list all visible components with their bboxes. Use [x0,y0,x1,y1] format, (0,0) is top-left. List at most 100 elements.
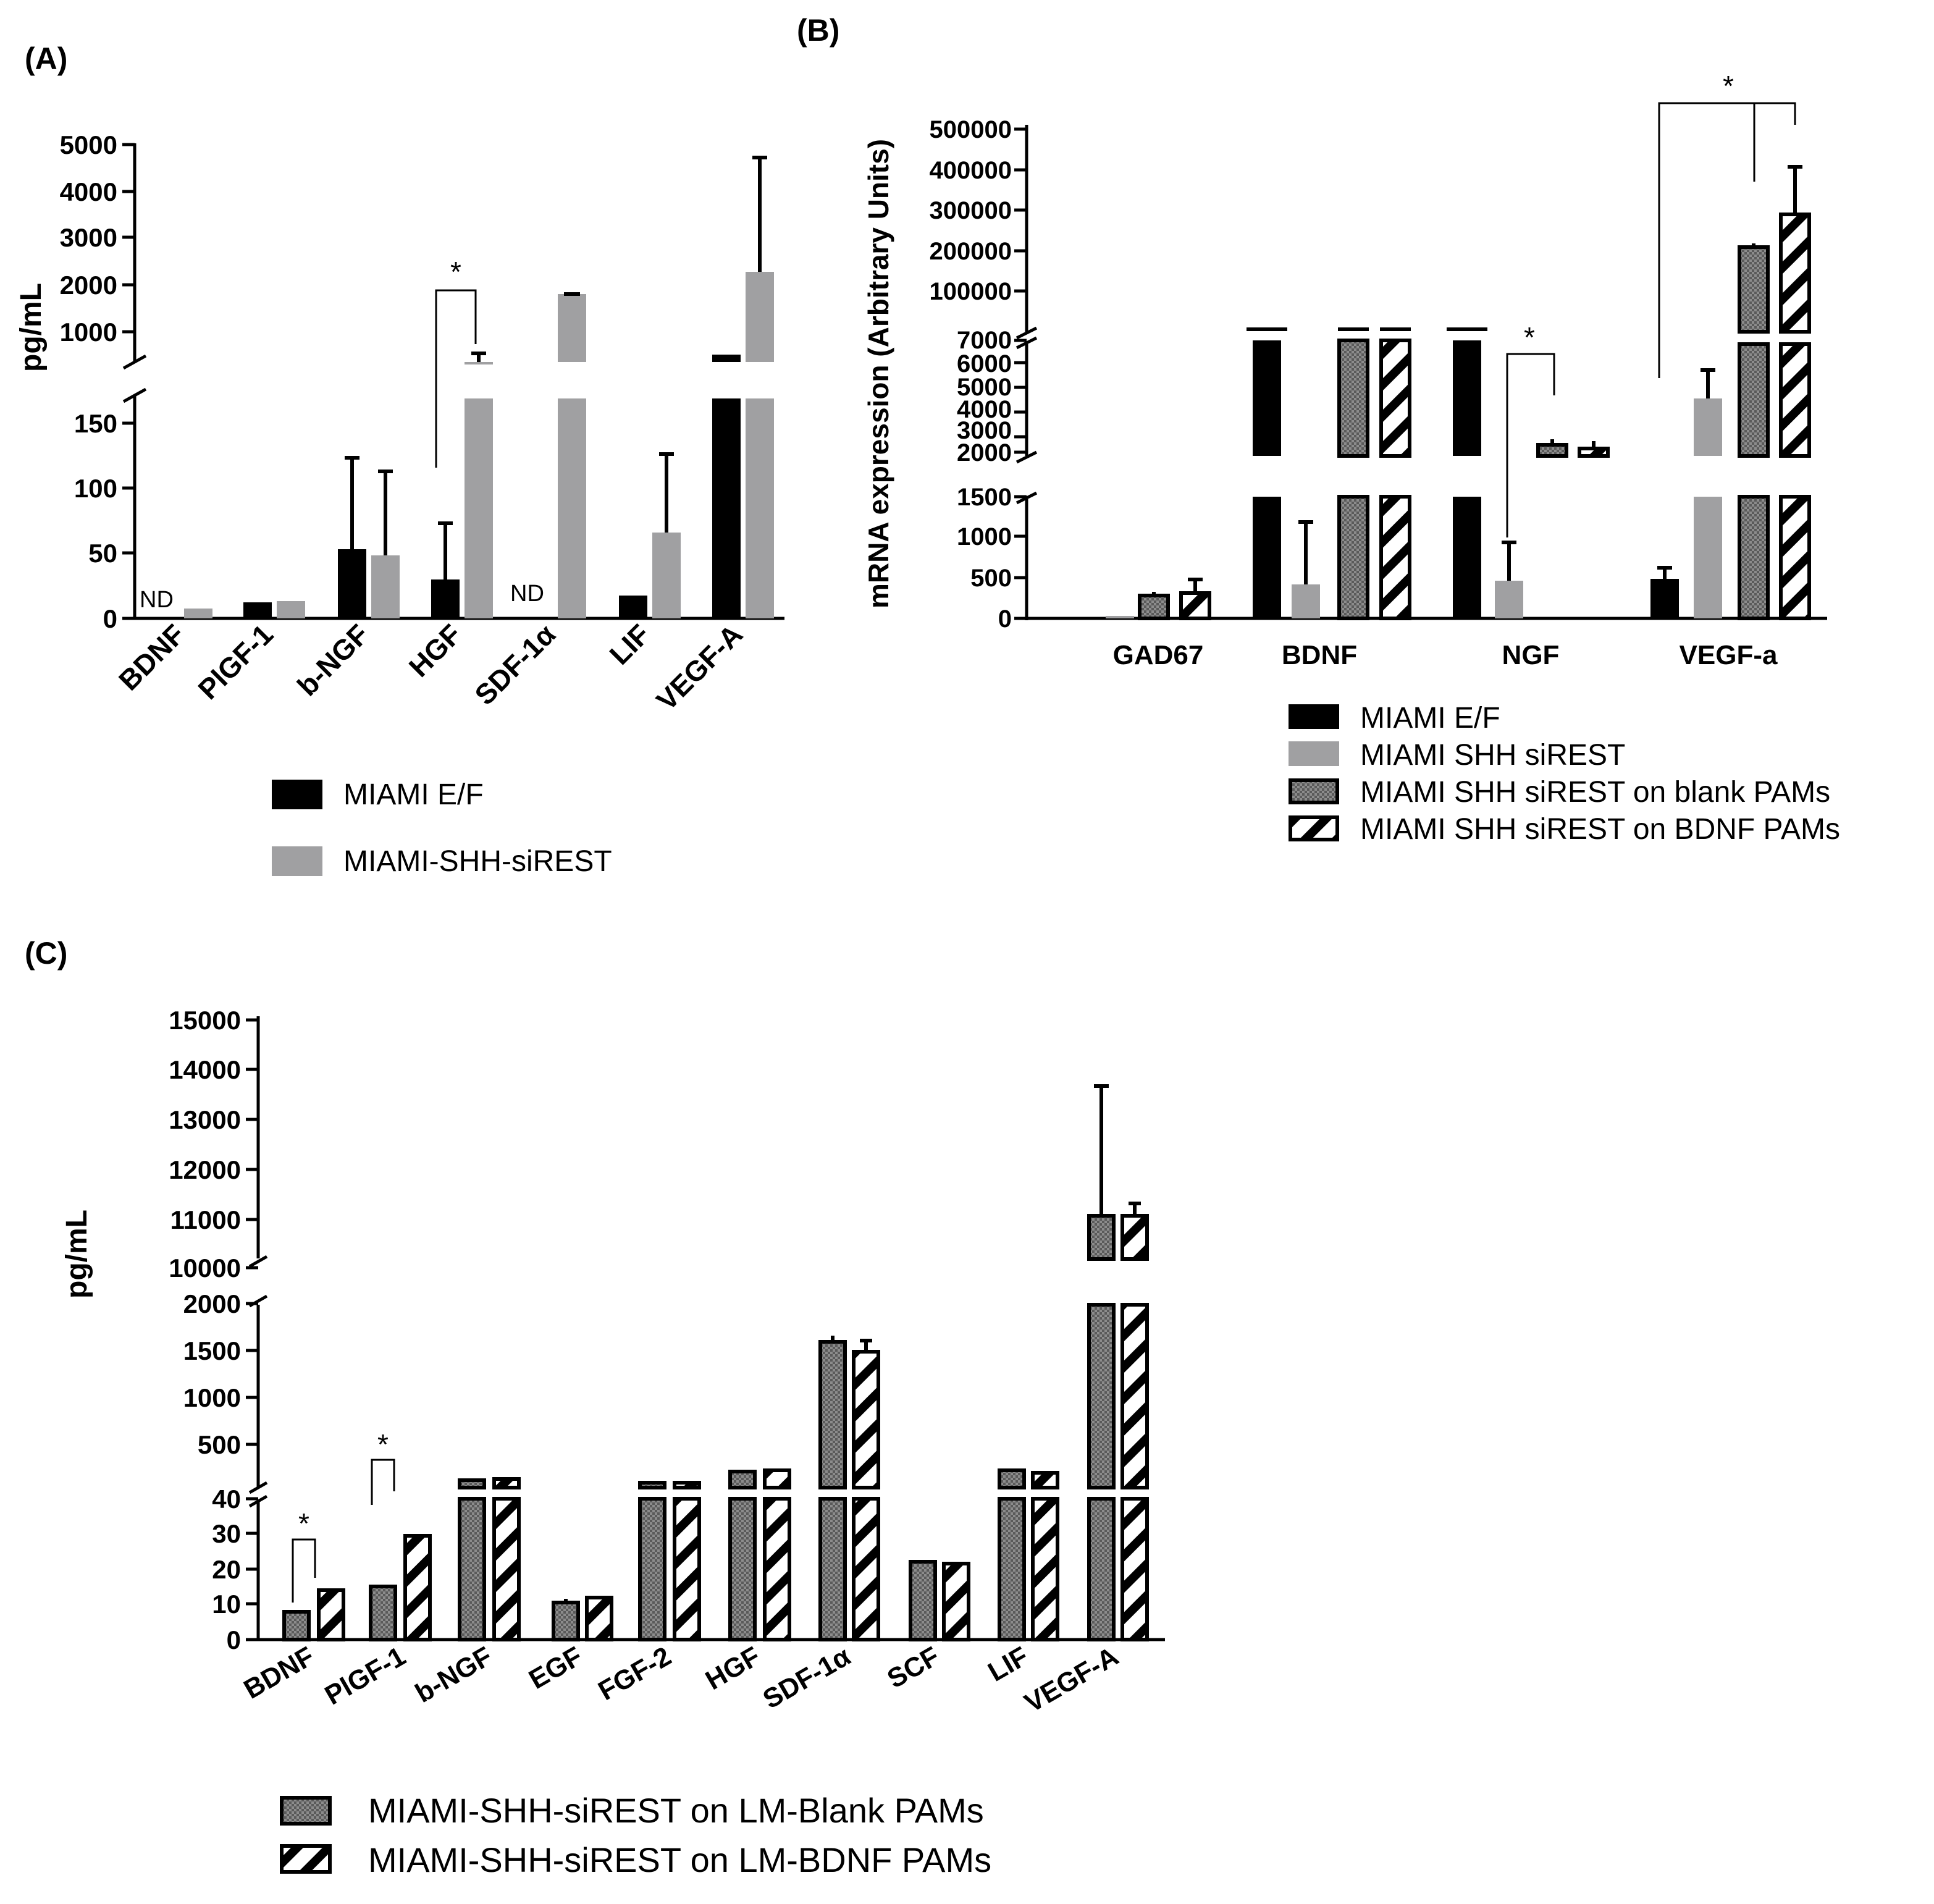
x-tick-label: PlGF-1 [191,618,279,706]
x-tick-label: BDNF [112,618,191,696]
bar [638,1481,666,1489]
panel-b-tick-label: 5000 [957,374,1012,401]
panel-a-tick-label: 0 [103,604,117,633]
panel-c-ylabel: pg/mL [61,1210,93,1299]
bar [243,602,272,618]
bar [712,355,741,362]
panel-b-bars [1106,165,1811,620]
panel-b-ylabel: mRNA expression (Arbitrary Units) [862,139,894,609]
panel-c-ticks-middle: 500 1000 1500 2000 [183,1289,258,1459]
bar [1087,1303,1116,1489]
x-tick-label: GAD67 [1113,640,1204,670]
bar [1379,495,1411,620]
panel-b-tick-label: 500 [970,565,1012,592]
legend-swatch [272,846,322,876]
panel-c-tick-label: 1500 [183,1336,241,1365]
bar [638,1497,666,1641]
significance-bracket [435,289,477,468]
bar [728,1470,757,1489]
panel-a: pg/mL 0 50 100 150 1000 2000 3000 [15,130,784,878]
panel-c-ticks-upper: 10000 11000 12000 13000 14000 15000 [169,1006,258,1283]
bar [673,1481,701,1489]
bar [585,1596,613,1641]
panel-c-tick-label: 14000 [169,1055,241,1084]
panel-c-tick-label: 500 [198,1430,241,1459]
x-tick-label: VEGF-a [1680,640,1778,670]
axis-break [1015,326,1038,340]
panel-c: pg/mL 0 10 20 30 40 500 1000 [61,1006,1165,1879]
x-tick-label: LIF [603,618,657,671]
legend-label: MIAMI SHH siREST on blank PAMs [1360,776,1830,809]
legend-label: MIAMI-SHH-siREST on LM-Blank PAMs [368,1791,984,1830]
bar [1138,594,1170,620]
panel-b-tick-label: 200000 [930,238,1012,265]
panel-c-tick-label: 1000 [183,1383,241,1412]
bar [712,398,741,618]
bar [852,1350,880,1489]
bar [1779,495,1811,620]
bar [1120,1214,1149,1261]
panel-a-legend: MIAMI E/F MIAMI-SHH-siREST [272,778,612,878]
bar [1179,591,1211,620]
significance-star: * [450,256,461,288]
x-tick-label: SDF-1α [758,1641,856,1715]
panel-b-tick-label: 400000 [930,157,1012,184]
panel-a-tick-label: 150 [74,409,117,438]
bar [431,579,460,618]
x-tick-label: FGF-2 [593,1641,676,1706]
bar [558,398,586,618]
x-tick-label: SCF [882,1641,944,1694]
panel-c-ticks-lower: 0 10 20 30 40 [212,1485,258,1654]
bar [1453,497,1481,618]
legend-label: MIAMI-SHH-siREST on LM-BDNF PAMs [368,1840,991,1879]
bar [558,294,586,362]
panel-c-tick-label: 12000 [169,1155,241,1184]
legend-label: MIAMI E/F [343,778,484,811]
panel-a-ylabel: pg/mL [15,283,48,372]
panel-a-tick-label: 3000 [60,223,117,252]
panel-c-bars [282,1084,1149,1641]
bar [465,362,493,364]
panel-c-legend: MIAMI-SHH-siREST on LM-Blank PAMs MIAMI-… [280,1791,991,1879]
significance-star: * [1723,70,1734,102]
bar [763,1468,791,1489]
legend-swatch [272,780,322,809]
bar [282,1610,311,1641]
significance-bracket [1658,102,1796,378]
bar [317,1588,345,1641]
panel-b-tick-label: 7000 [957,327,1012,354]
x-tick-label: b-NGF [410,1641,497,1709]
panel-c-tick-label: 10000 [169,1253,241,1283]
legend-label: MIAMI E/F [1360,702,1500,735]
bar [1779,213,1811,334]
bar [998,1468,1026,1489]
axis-break [1015,336,1038,350]
bar [338,549,366,618]
nd-label: ND [140,587,174,613]
legend-swatch [280,1844,332,1874]
panel-b: mRNA expression (Arbitrary Units) 0 500 … [862,70,1840,846]
panel-a-tick-label: 100 [74,474,117,503]
panel-c-tick-label: 13000 [169,1105,241,1134]
panel-c-label: (C) [25,936,67,971]
panel-a-tick-label: 50 [88,539,117,568]
bar [909,1560,937,1641]
x-tick-label: EGF [524,1641,587,1695]
bar [1495,581,1523,618]
bar [818,1497,847,1641]
bar [1694,497,1722,618]
panel-b-tick-label: 1500 [957,484,1012,511]
bar [1087,1214,1116,1261]
axis-break [1015,450,1038,464]
bar [1738,495,1770,620]
bar [277,601,305,618]
panel-a-tick-label: 2000 [60,271,117,300]
bar [1738,245,1770,334]
significance-star: * [298,1507,309,1540]
bar [1106,616,1134,618]
panel-b-ticks-upper: 100000 200000 300000 400000 500000 [930,116,1027,305]
panel-a-tick-label: 1000 [60,318,117,347]
panel-a-x-labels: BDNF PlGF-1 b-NGF HGF SDF-1α LIF VEGF-A [112,618,749,717]
x-tick-label: LIF [983,1641,1033,1687]
panel-b-tick-label: 6000 [957,350,1012,377]
